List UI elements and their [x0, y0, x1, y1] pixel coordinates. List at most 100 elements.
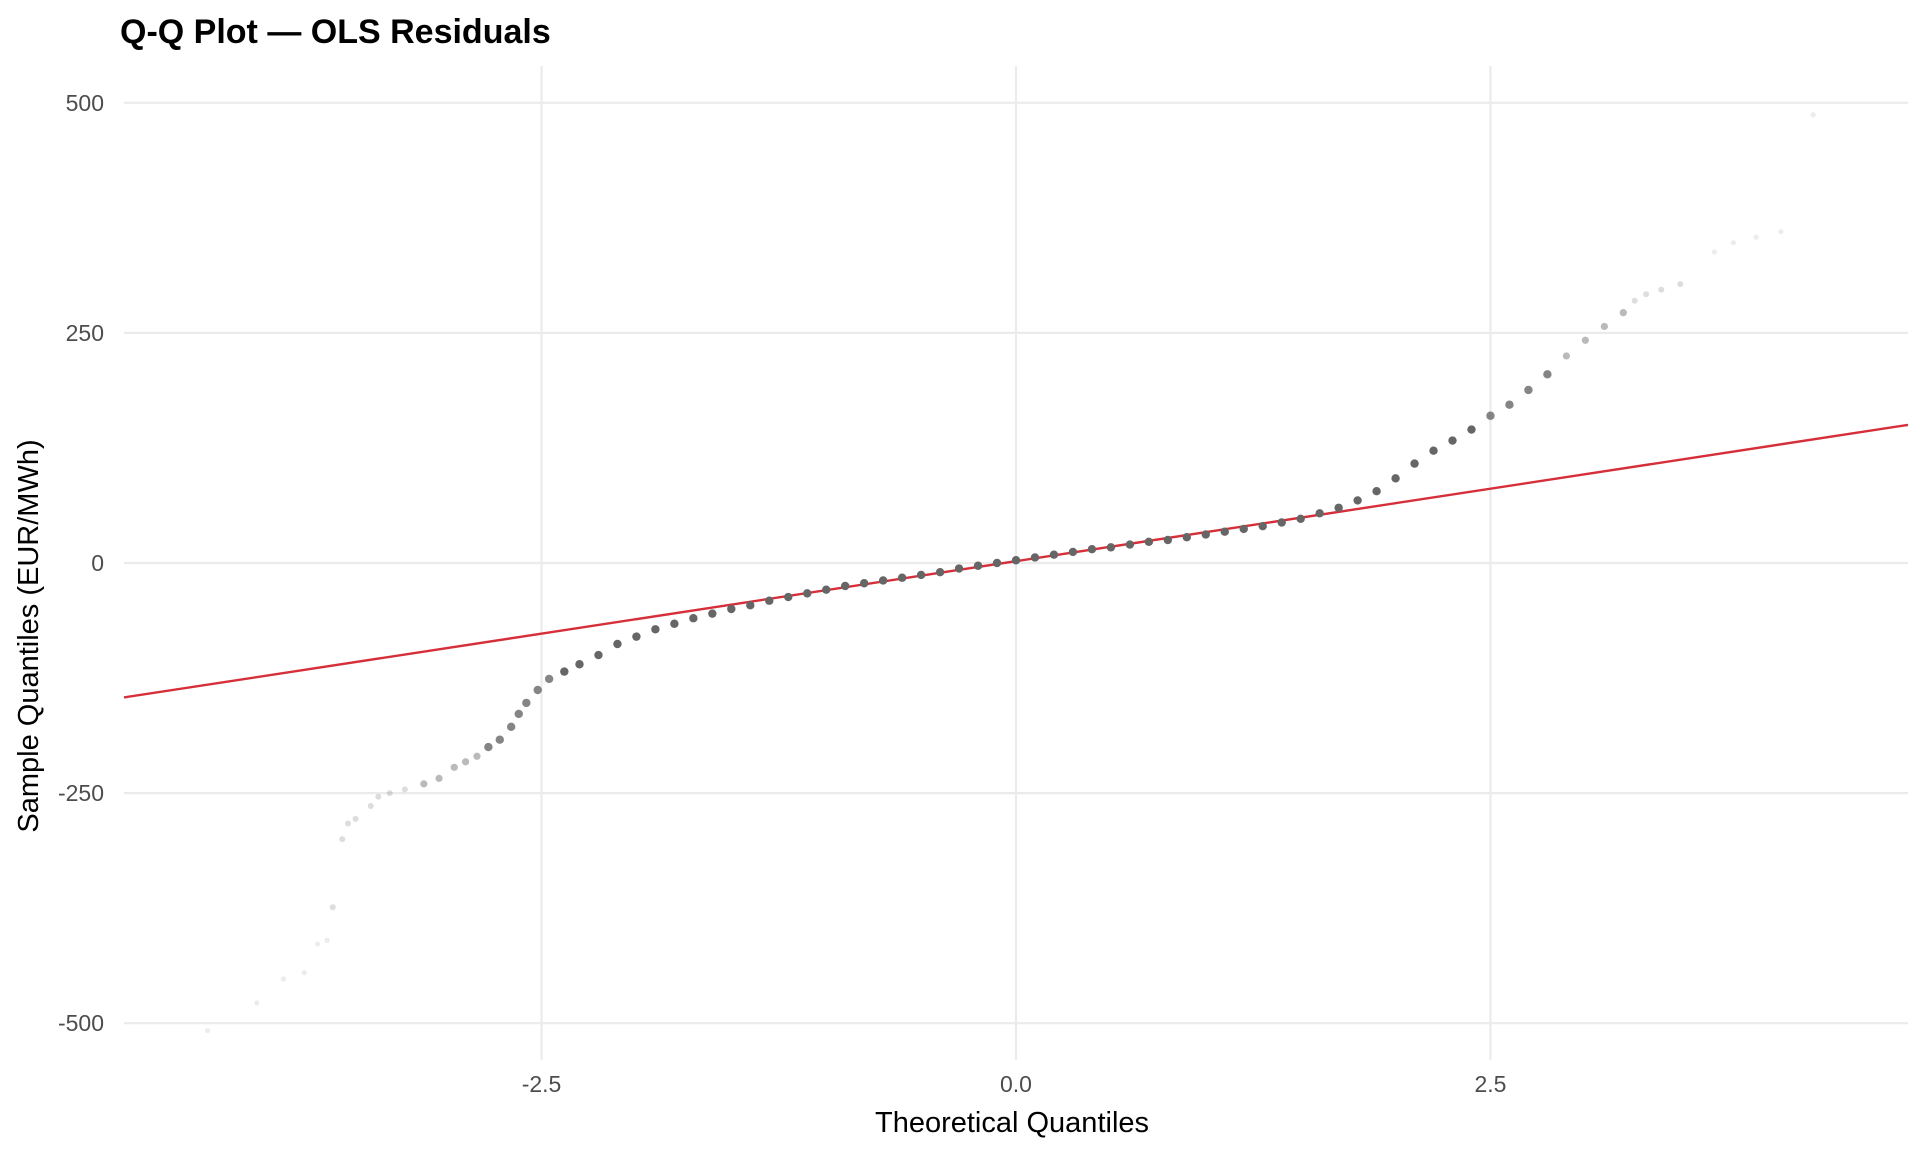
- data-point: [533, 685, 542, 695]
- data-point: [506, 722, 516, 732]
- data-point: [784, 592, 793, 602]
- data-point: [1144, 537, 1154, 547]
- y-tick-label: -250: [58, 780, 104, 806]
- data-point: [1011, 556, 1021, 565]
- data-point: [1562, 352, 1570, 360]
- data-point: [484, 742, 493, 752]
- data-point: [344, 820, 351, 827]
- data-point: [1030, 553, 1040, 562]
- data-points: [204, 112, 1816, 1034]
- data-point: [803, 589, 812, 598]
- x-tick-label: 0.0: [1000, 1071, 1032, 1097]
- data-point: [420, 780, 428, 788]
- data-point: [935, 568, 945, 577]
- data-point: [594, 650, 603, 660]
- data-point: [1049, 550, 1059, 559]
- data-point: [514, 709, 523, 719]
- data-point: [352, 815, 359, 822]
- data-point: [1334, 503, 1343, 512]
- data-point: [367, 802, 374, 809]
- data-point: [1125, 540, 1135, 549]
- data-point: [1277, 518, 1286, 527]
- data-point: [522, 698, 531, 708]
- data-point: [1631, 297, 1638, 304]
- data-point: [1543, 370, 1552, 379]
- x-tick-label: -2.5: [522, 1071, 562, 1097]
- data-point: [613, 639, 622, 649]
- data-point: [280, 976, 287, 982]
- data-point: [450, 763, 458, 771]
- data-point: [575, 660, 584, 669]
- data-point: [897, 573, 907, 582]
- data-point: [435, 774, 443, 782]
- data-point: [329, 904, 336, 911]
- data-point: [324, 937, 330, 943]
- data-point: [1486, 411, 1495, 420]
- data-point: [1315, 509, 1324, 518]
- data-point: [301, 969, 307, 976]
- data-point: [670, 619, 679, 628]
- data-point: [1810, 112, 1816, 118]
- chart-title: Q-Q Plot — OLS Residuals: [120, 13, 551, 51]
- data-point: [1258, 521, 1267, 531]
- data-point: [1524, 385, 1533, 395]
- data-point: [1581, 336, 1589, 344]
- data-point: [473, 752, 481, 760]
- data-point: [1087, 544, 1097, 554]
- data-point: [632, 632, 641, 641]
- data-point: [708, 609, 717, 618]
- data-point: [1600, 322, 1608, 331]
- data-point: [954, 564, 964, 573]
- y-tick-label: -500: [58, 1010, 104, 1036]
- data-point: [1068, 547, 1078, 557]
- y-tick-label: 0: [91, 550, 104, 576]
- data-point: [973, 561, 983, 570]
- tick-labels: -500 -250 0 250 500 -2.5 0.0 2.5: [58, 90, 1507, 1097]
- data-point: [746, 601, 755, 610]
- x-axis-title: Theoretical Quantiles: [875, 1107, 1149, 1139]
- data-point: [401, 786, 408, 793]
- data-point: [1448, 436, 1457, 445]
- data-point: [651, 625, 660, 634]
- data-point: [1296, 514, 1305, 524]
- data-point: [1730, 240, 1736, 246]
- data-point: [1658, 286, 1665, 293]
- data-point: [1163, 535, 1173, 545]
- data-point: [495, 735, 504, 744]
- data-point: [1220, 527, 1229, 536]
- x-tick-label: 2.5: [1474, 1071, 1506, 1097]
- data-point: [386, 790, 393, 797]
- data-point: [1410, 459, 1419, 468]
- data-point: [544, 674, 554, 684]
- data-point: [1182, 533, 1192, 542]
- data-point: [916, 570, 926, 580]
- data-point: [1106, 543, 1116, 552]
- data-point: [1372, 487, 1381, 496]
- data-point: [1643, 291, 1650, 298]
- data-point: [1467, 425, 1476, 434]
- data-point: [859, 579, 869, 588]
- data-point: [992, 558, 1002, 568]
- data-point: [689, 614, 698, 623]
- data-point: [204, 1027, 211, 1034]
- data-point: [1619, 309, 1627, 317]
- data-point: [254, 1000, 260, 1006]
- data-point: [560, 667, 569, 676]
- y-axis-title: Sample Quantiles (EUR/MWh): [13, 439, 45, 832]
- data-point: [840, 581, 850, 591]
- data-point: [1677, 281, 1684, 288]
- data-point: [1201, 530, 1210, 539]
- data-point: [375, 793, 382, 800]
- data-point: [765, 596, 774, 605]
- data-point: [727, 604, 736, 614]
- data-point: [339, 836, 346, 843]
- data-point: [878, 576, 888, 585]
- data-point: [822, 585, 831, 594]
- y-tick-label: 250: [66, 320, 104, 346]
- y-tick-label: 500: [66, 90, 104, 116]
- data-point: [1711, 249, 1718, 255]
- data-point: [1753, 234, 1759, 240]
- data-point: [1391, 474, 1400, 483]
- data-point: [1429, 446, 1438, 455]
